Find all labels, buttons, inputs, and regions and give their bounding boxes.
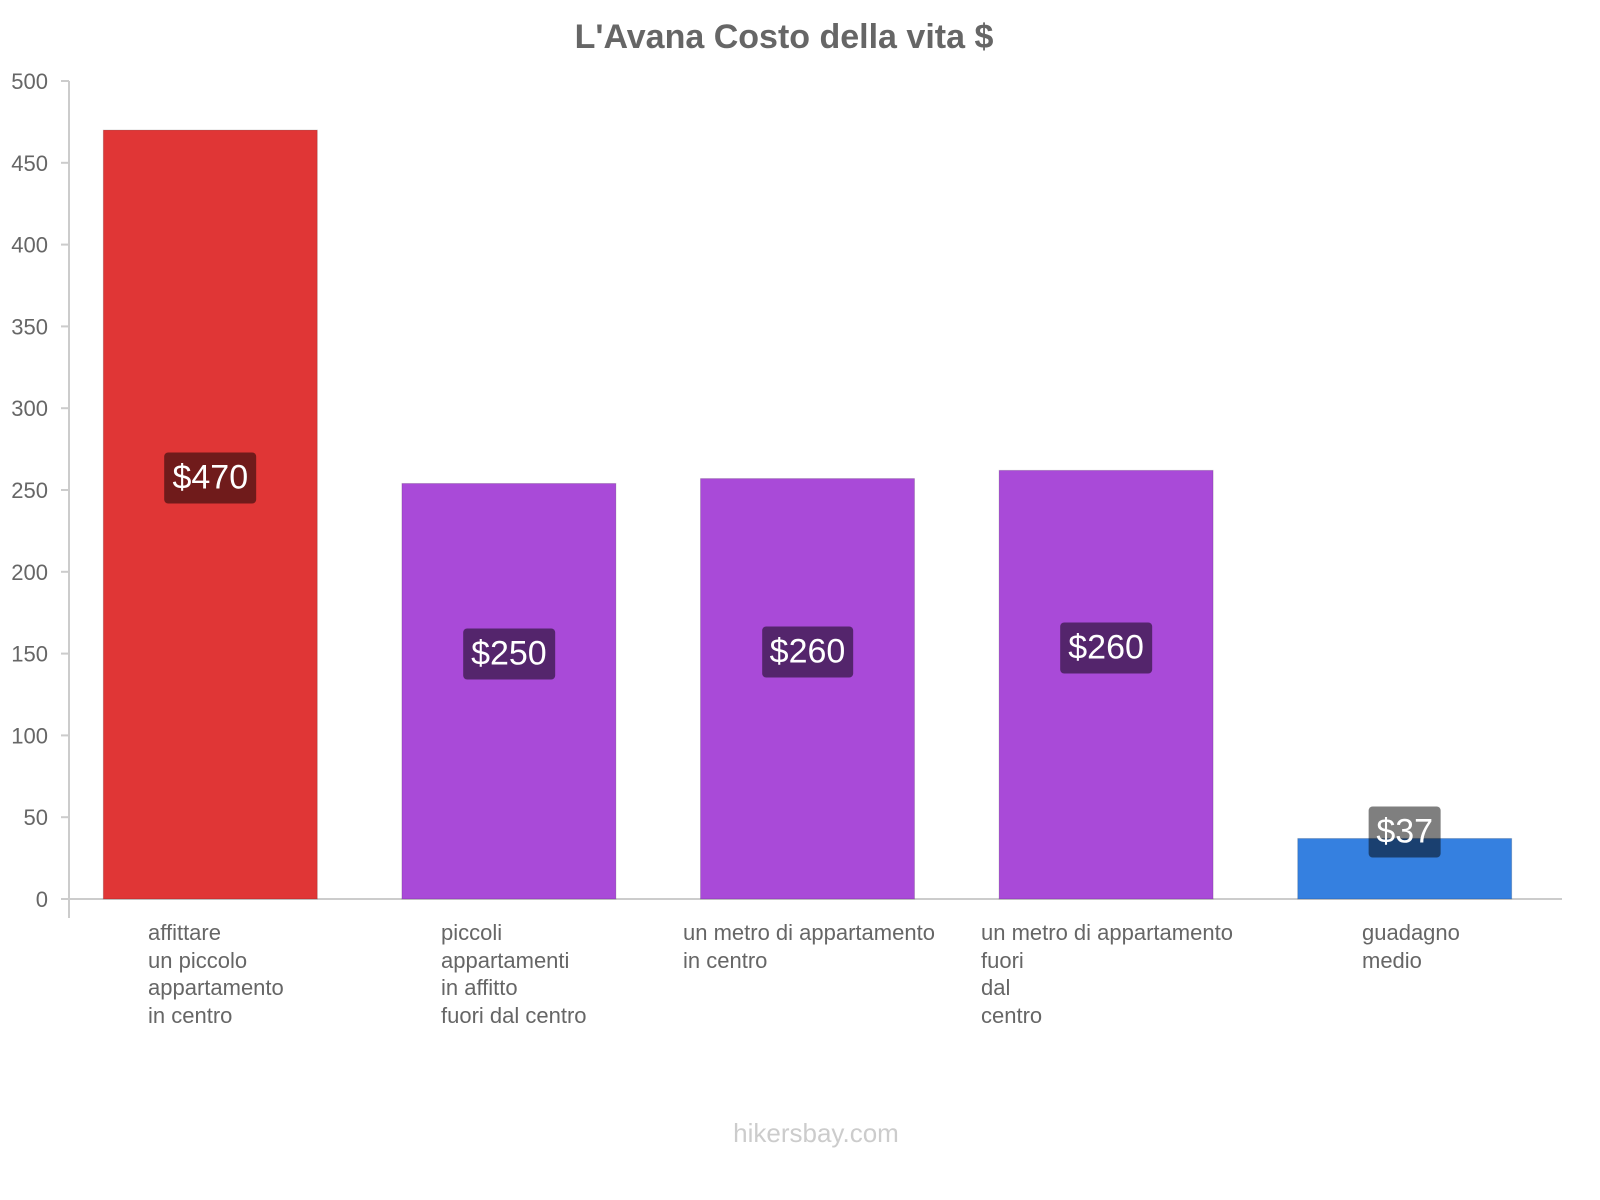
bar-value-label: $260	[761, 626, 854, 678]
y-tick-label: 450	[11, 151, 48, 176]
bar	[998, 469, 1214, 900]
x-category-label: piccoli appartamenti in affitto fuori da…	[441, 920, 587, 1028]
x-category-label: guadagno medio	[1362, 920, 1460, 973]
y-tick-label: 250	[11, 478, 48, 503]
x-category-label: affittare un piccolo appartamento in cen…	[148, 920, 284, 1028]
y-tick-label: 400	[11, 233, 48, 258]
x-category-label: un metro di appartamento in centro	[683, 920, 935, 973]
y-tick-label: 100	[11, 723, 48, 748]
bar-value-label: $37	[1368, 806, 1442, 858]
bar-value-label: $470	[164, 452, 257, 504]
y-tick-label: 200	[11, 560, 48, 585]
y-tick-label: 150	[11, 642, 48, 667]
watermark: hikersbay.com	[733, 1118, 899, 1148]
bar	[700, 478, 915, 900]
y-tick-label: 500	[11, 69, 48, 94]
y-tick-label: 0	[36, 887, 48, 912]
y-tick-label: 300	[11, 396, 48, 421]
bar-value-label: $260	[1060, 622, 1152, 674]
bar-value-label: $250	[463, 628, 555, 680]
bar	[102, 129, 318, 900]
y-tick-label: 50	[24, 805, 48, 830]
bar	[401, 482, 617, 900]
x-category-label: un metro di appartamento fuori dal centr…	[981, 920, 1233, 1028]
y-tick-label: 350	[11, 314, 48, 339]
chart-title: L'Avana Costo della vita $	[574, 18, 994, 56]
